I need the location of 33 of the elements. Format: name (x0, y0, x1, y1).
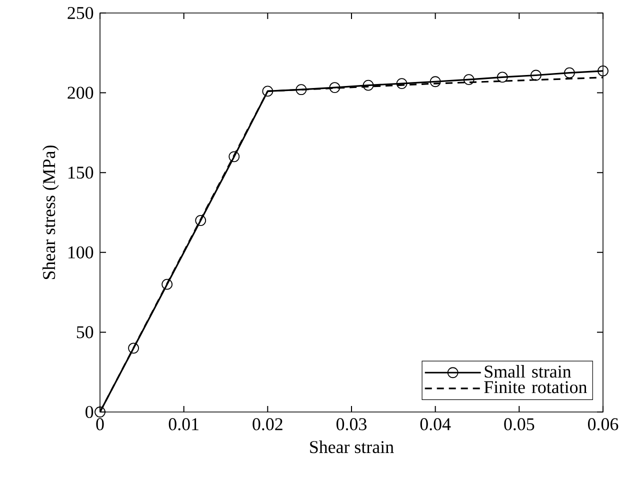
point (228, 151, 240, 162)
x-tick-label: 0.05 (504, 418, 534, 430)
legend-label: Small strain (484, 365, 572, 378)
point (564, 67, 575, 78)
y-axis-title: Shear stress (MPa) (42, 146, 59, 280)
point (496, 72, 508, 83)
x-tick-label: 0.03 (336, 418, 366, 430)
point (262, 86, 274, 97)
point (362, 80, 374, 91)
x-tick-label: 0 (96, 418, 104, 430)
point (162, 278, 173, 290)
x-tick-label: 0.06 (588, 418, 618, 430)
x-axis-title: Shear strain (310, 440, 394, 454)
point (296, 84, 307, 96)
point (598, 65, 608, 76)
point (94, 406, 106, 418)
y-tick-label: 250 (68, 6, 94, 20)
point (430, 76, 441, 88)
legend-label: Finite rotation (484, 381, 588, 394)
y-tick-label: 200 (68, 86, 94, 99)
x-tick-label: 0.04 (420, 418, 451, 430)
point (329, 82, 340, 93)
y-tick-label: 100 (68, 246, 94, 258)
point (463, 74, 474, 85)
x-tick-label: 0.02 (252, 418, 282, 430)
point (195, 215, 206, 226)
y-tick-label: 50 (76, 326, 94, 338)
point (128, 342, 139, 354)
x-tick-label: 0.01 (168, 418, 198, 430)
point (530, 70, 542, 81)
y-tick-label: 0 (86, 406, 94, 418)
y-tick-label: 150 (68, 166, 94, 179)
point (396, 78, 408, 89)
